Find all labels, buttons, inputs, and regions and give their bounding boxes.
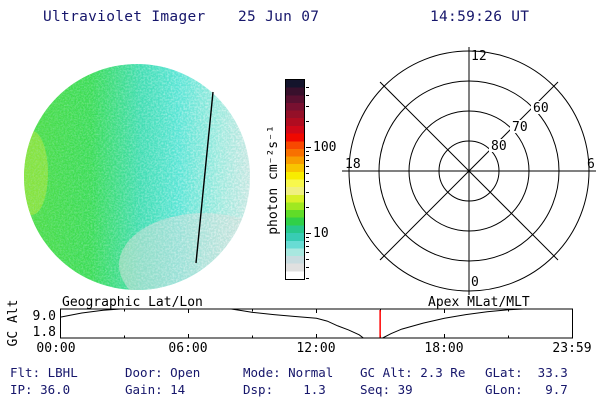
xtick-0000: 00:00: [36, 341, 76, 356]
ytick-9: 9.0: [32, 309, 56, 324]
status-ip: IP: 36.0: [10, 382, 71, 397]
status-dsp: Dsp: 1.3: [243, 382, 326, 397]
mlat-label-80: 80: [491, 139, 507, 154]
status-gc-alt: GC Alt: 2.3 Re: [360, 365, 466, 380]
colorbar-minor-tick: [306, 207, 309, 208]
colorbar-minor-tick: [306, 278, 309, 279]
uv-disk-image: [24, 64, 250, 290]
timeline-left-title: Geographic Lat/Lon: [62, 295, 203, 310]
status-door: Door: Open: [125, 365, 201, 380]
colorbar-minor-tick: [306, 246, 309, 247]
colorbar-major-tick: [306, 147, 311, 148]
timeline-ticks: [124, 309, 509, 338]
colorbar-minor-tick: [306, 160, 309, 161]
gc-alt-curve: [60, 308, 573, 339]
mlat-label-60: 60: [533, 101, 549, 116]
time-label: 14:59:26 UT: [430, 9, 530, 25]
colorbar-gradient: [285, 79, 305, 280]
colorbar-minor-tick: [306, 106, 309, 107]
status-seq: Seq: 39: [360, 382, 413, 397]
mlt-label-6: 6: [587, 157, 595, 172]
xtick-0600: 06:00: [168, 341, 208, 356]
colorbar-minor-tick: [306, 166, 309, 167]
colorbar-minor-tick: [306, 237, 309, 238]
xtick-1200: 12:00: [296, 341, 336, 356]
colorbar-minor-tick: [306, 267, 309, 268]
mlt-label-0: 0: [471, 275, 479, 290]
xtick-1800: 18:00: [424, 341, 464, 356]
meridian-line: [195, 91, 214, 264]
status-mode: Mode: Normal: [243, 365, 334, 380]
gc-alt-plot: [60, 308, 573, 339]
xtick-2359: 23:59: [552, 341, 592, 356]
colorbar-minor-tick: [306, 173, 309, 174]
colorbar-minor-tick: [306, 151, 309, 152]
colorbar-minor-tick: [306, 155, 309, 156]
gc-alt-axis-label: GC Alt: [6, 299, 21, 347]
date-label: 25 Jun 07: [238, 9, 320, 25]
colorbar-minor-tick: [306, 241, 309, 242]
status-glat: GLat: 33.3: [485, 365, 568, 380]
mlat-label-70: 70: [512, 120, 528, 135]
colorbar-minor-tick: [306, 87, 309, 88]
ytick-1-8: 1.8: [32, 325, 56, 340]
colorbar-minor-tick: [306, 181, 309, 182]
timeline-right-title: Apex MLat/MLT: [428, 295, 530, 310]
mlt-label-18: 18: [345, 157, 361, 172]
colorbar-major-tick: [306, 233, 311, 234]
colorbar-minor-tick: [306, 252, 309, 253]
colorbar-tick-10: 10: [313, 226, 329, 241]
polar-grid: 12 18 6 0 80 70 60: [342, 47, 596, 295]
colorbar-minor-tick: [306, 95, 309, 96]
status-gain: Gain: 14: [125, 382, 186, 397]
mlt-label-12: 12: [471, 49, 487, 64]
colorbar-minor-tick: [306, 121, 309, 122]
status-glon: GLon: 9.7: [485, 382, 568, 397]
status-filter: Flt: LBHL: [10, 365, 78, 380]
page-title: Ultraviolet Imager: [43, 9, 206, 25]
colorbar-tick-100: 100: [313, 140, 337, 155]
colorbar-minor-tick: [306, 192, 309, 193]
colorbar-minor-tick: [306, 259, 309, 260]
colorbar-label: photon cm⁻²s⁻¹: [266, 125, 281, 235]
